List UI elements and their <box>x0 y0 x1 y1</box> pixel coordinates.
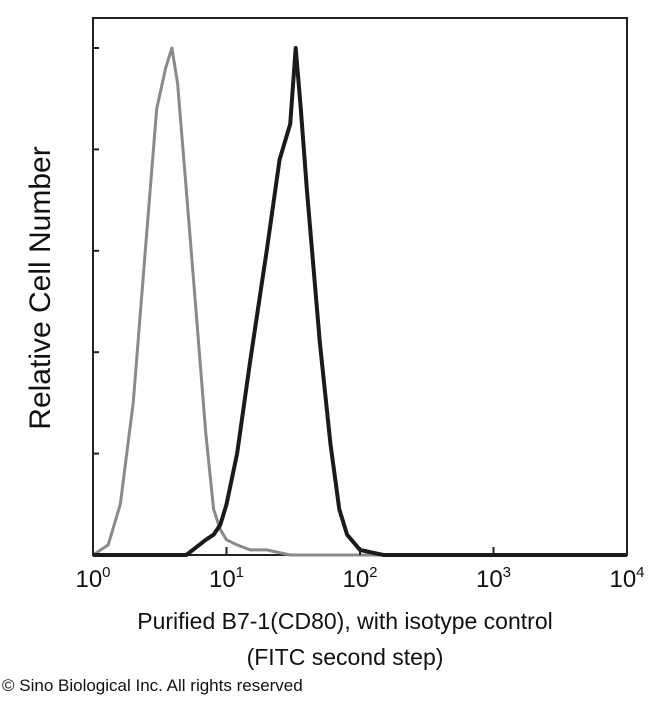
y-axis-label: Relative Cell Number <box>24 146 57 429</box>
histogram-series-1 <box>92 46 627 557</box>
plot-axes <box>92 17 628 556</box>
plot-frame <box>92 17 628 556</box>
x-tick-label: 103 <box>476 564 511 593</box>
x-axis-label-line-2: (FITC second step) <box>246 644 444 670</box>
x-tick-label: 101 <box>209 564 244 593</box>
copyright-notice: © Sino Biological Inc. All rights reserv… <box>2 676 303 695</box>
tick-group: 100 101 102 103 104 <box>75 47 645 593</box>
x-tick-label: 104 <box>609 564 644 593</box>
histogram-series-2 <box>93 46 627 557</box>
x-axis-label-line-1: Purified B7-1(CD80), with isotype contro… <box>137 608 553 634</box>
histogram-series-group <box>92 46 627 557</box>
x-tick-label: 100 <box>75 564 110 593</box>
x-tick-label: 102 <box>342 564 377 593</box>
